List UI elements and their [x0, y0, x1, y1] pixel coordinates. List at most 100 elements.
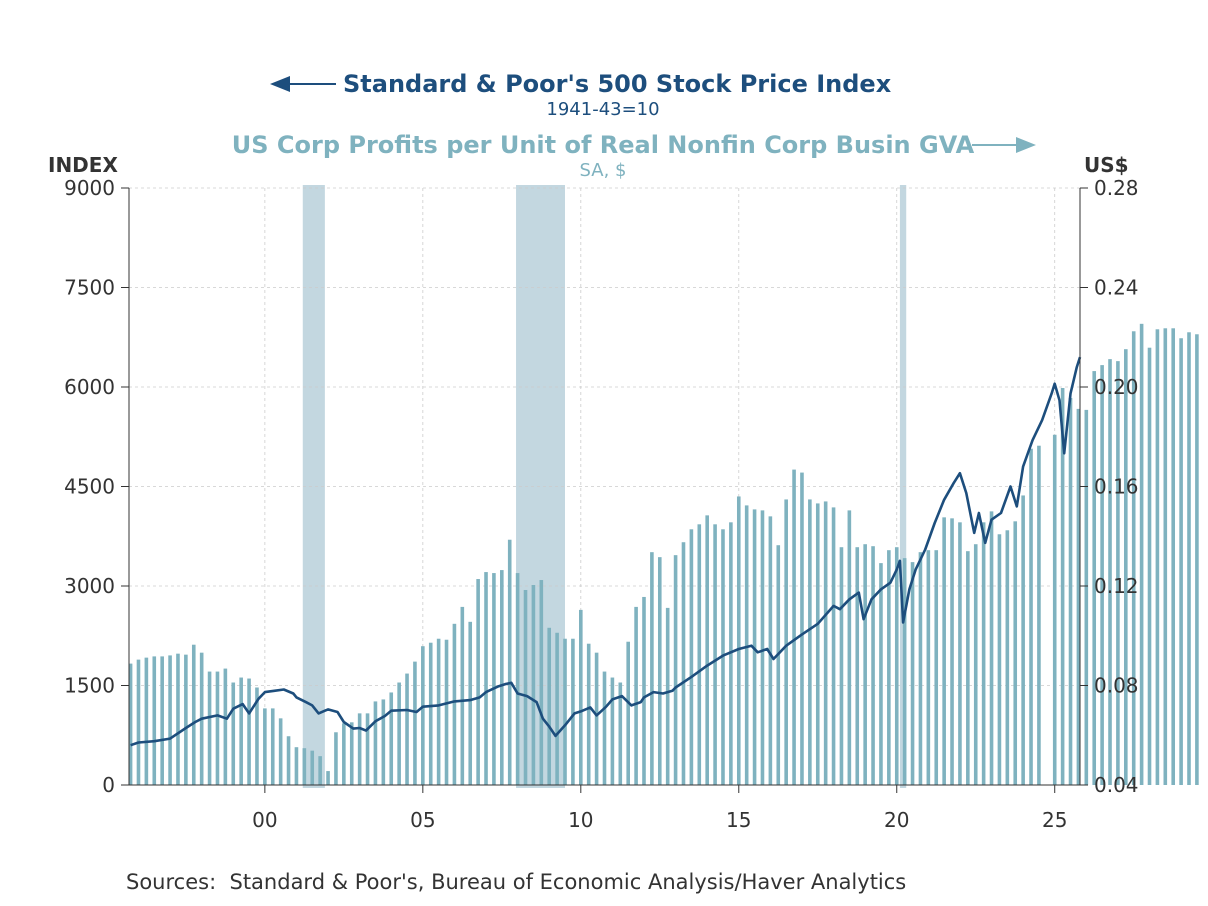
profit-bar: [223, 668, 228, 785]
profit-bar: [981, 522, 986, 785]
profit-bar: [744, 505, 749, 785]
series1-title: Standard & Poor's 500 Stock Price Index: [343, 70, 892, 98]
profit-bar: [1116, 361, 1120, 785]
left-tick-label: 0: [102, 773, 115, 797]
series1-title-group: Standard & Poor's 500 Stock Price Index …: [270, 70, 892, 120]
profit-bar: [152, 656, 157, 785]
left-tick-label: 3000: [64, 574, 115, 598]
profit-bar: [168, 655, 172, 785]
profit-bar: [879, 563, 883, 785]
profit-bar: [847, 510, 852, 785]
profit-bar: [800, 472, 804, 785]
profit-bar: [357, 713, 362, 785]
profit-bar: [571, 638, 575, 785]
profit-bar: [413, 661, 417, 785]
profit-bar: [918, 552, 923, 785]
profit-bar: [855, 547, 860, 785]
profit-bar: [500, 570, 504, 785]
profit-bar: [634, 606, 638, 785]
profit-bar: [310, 750, 315, 785]
profit-bar: [1187, 332, 1191, 785]
series2-subtitle: SA, $: [580, 160, 627, 181]
profit-bar: [1139, 323, 1144, 785]
profit-bar: [768, 516, 773, 785]
right-tick-label: 0.08: [1094, 674, 1139, 698]
profit-bar: [942, 517, 946, 785]
profit-bars: [128, 323, 1199, 785]
series2-arrow-right-icon: [1016, 137, 1036, 153]
profit-bar: [263, 708, 267, 785]
x-tick-label: 05: [410, 808, 435, 832]
x-tick-label: 20: [884, 808, 909, 832]
profit-bar: [997, 534, 1002, 785]
recession-band: [302, 185, 325, 788]
profit-bar: [563, 638, 567, 785]
right-tick-label: 0.20: [1094, 375, 1139, 399]
left-axis-label: INDEX: [48, 153, 118, 177]
profit-bar: [286, 736, 291, 785]
profit-bar: [792, 469, 796, 785]
profit-bar: [349, 722, 354, 785]
profit-bar: [1060, 387, 1065, 785]
profit-bar: [1163, 328, 1168, 785]
axes: 90007500600045003000150000.280.240.200.1…: [64, 176, 1138, 832]
profit-bar: [831, 507, 836, 785]
profit-bar: [326, 771, 330, 785]
x-tick-label: 00: [252, 808, 277, 832]
profit-bar: [405, 673, 409, 785]
profit-bar: [247, 678, 251, 785]
profit-bar: [665, 607, 670, 785]
profit-bar: [958, 522, 962, 785]
profit-bar: [1155, 329, 1160, 785]
profit-bar: [476, 579, 480, 785]
profit-bar: [839, 547, 844, 785]
profit-bar: [231, 682, 236, 785]
profit-bar: [294, 747, 299, 785]
x-tick-label: 25: [1042, 808, 1067, 832]
profit-bar: [1147, 347, 1152, 785]
profit-bar: [128, 663, 133, 785]
profit-bar: [492, 573, 496, 785]
profit-bar: [365, 713, 370, 785]
profit-bar: [539, 580, 544, 785]
series1-arrow-left-icon: [270, 76, 290, 92]
profit-bar: [215, 671, 220, 785]
profit-bar: [673, 555, 678, 785]
profit-bar: [1068, 397, 1073, 785]
series1-subtitle: 1941-43=10: [546, 99, 659, 120]
profit-bar: [239, 677, 243, 785]
right-tick-label: 0.24: [1094, 276, 1139, 300]
profit-bar: [1084, 409, 1089, 785]
profit-bar: [1029, 448, 1033, 785]
profit-bar: [1195, 334, 1199, 785]
profit-bar: [610, 677, 615, 785]
profit-bar: [1100, 365, 1104, 785]
profit-bar: [1037, 445, 1041, 785]
profit-bar: [887, 550, 891, 785]
profit-bar: [1076, 408, 1081, 785]
profit-bar: [902, 558, 907, 785]
profit-bar: [871, 546, 875, 785]
series2-title-group: US Corp Profits per Unit of Real Nonfin …: [232, 131, 1036, 181]
profit-bar: [342, 723, 346, 785]
profit-bar: [176, 653, 180, 785]
profit-bar: [650, 552, 654, 785]
profit-bar: [436, 638, 441, 785]
profit-bar: [278, 718, 283, 785]
profit-bar: [531, 585, 536, 785]
profit-bar: [863, 544, 867, 785]
left-tick-label: 4500: [64, 475, 115, 499]
profit-bar: [207, 671, 212, 785]
profit-bar: [808, 499, 812, 785]
profit-bar: [136, 659, 141, 785]
profit-bar: [594, 652, 599, 785]
profit-bar: [428, 642, 433, 785]
profit-bar: [381, 699, 386, 785]
right-tick-label: 0.04: [1094, 773, 1139, 797]
profit-bar: [555, 632, 559, 785]
profit-bar: [784, 499, 788, 785]
profit-bar: [318, 756, 322, 785]
profit-bar: [657, 557, 662, 785]
profit-bar: [1179, 338, 1183, 785]
sp500-path: [130, 356, 1082, 747]
